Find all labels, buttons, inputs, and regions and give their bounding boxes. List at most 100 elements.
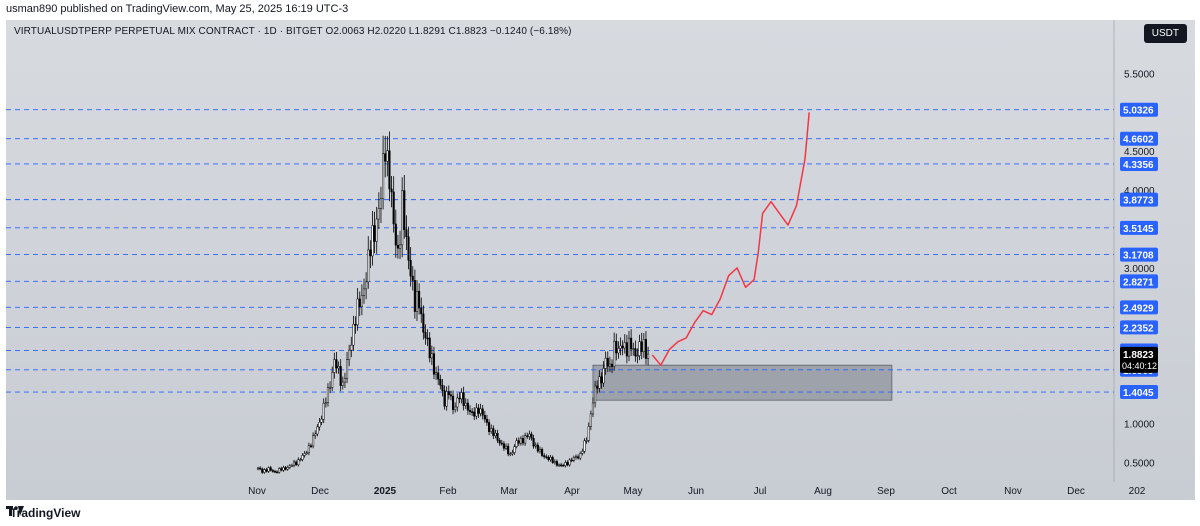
candle-body bbox=[314, 433, 317, 436]
candle-body bbox=[263, 469, 266, 473]
candle-body bbox=[362, 288, 366, 296]
candle-body bbox=[562, 464, 565, 467]
chart-canvas[interactable]: 5.5000 4.5000 4.0000 3.0000 1.0000 0.5000 5.03… bbox=[6, 20, 1195, 500]
candle-body bbox=[600, 376, 603, 384]
candle-body bbox=[420, 307, 423, 315]
chart-pane[interactable]: 5.5000 4.5000 4.0000 3.0000 1.0000 0.5000 5.03… bbox=[6, 20, 1195, 500]
y-tick-label: 5.5000 bbox=[1124, 69, 1155, 80]
candle-body bbox=[471, 411, 474, 413]
candle-body bbox=[553, 461, 556, 463]
candle-body bbox=[371, 225, 374, 257]
level-label: 1.4045 bbox=[1123, 388, 1154, 399]
candle-body bbox=[280, 468, 283, 471]
candle-body bbox=[479, 408, 482, 414]
candle-body bbox=[638, 341, 641, 356]
candle-body bbox=[507, 445, 510, 455]
footer: TradingView bbox=[6, 506, 80, 520]
candle-body bbox=[337, 366, 340, 369]
candle-body bbox=[488, 422, 491, 432]
candle-body bbox=[538, 449, 542, 452]
candle-body bbox=[502, 443, 505, 449]
candle-body bbox=[305, 452, 308, 455]
level-label: 2.2352 bbox=[1123, 323, 1154, 334]
candle-body bbox=[309, 445, 313, 447]
candle-body bbox=[441, 385, 444, 392]
candle-body bbox=[560, 464, 563, 467]
candle-body bbox=[326, 387, 330, 403]
demand-zone bbox=[592, 364, 893, 401]
candle-body bbox=[267, 467, 270, 472]
candle-body bbox=[312, 435, 315, 447]
y-tick-label: 0.5000 bbox=[1124, 458, 1155, 469]
candle-body bbox=[284, 467, 287, 470]
level-label-bg bbox=[1120, 156, 1158, 171]
candle-body bbox=[335, 359, 338, 369]
x-tick-label: Jun bbox=[688, 486, 704, 497]
candle-body bbox=[403, 190, 406, 230]
candle-body bbox=[375, 218, 378, 242]
candle-body bbox=[617, 348, 620, 354]
candle-body bbox=[435, 372, 438, 375]
level-label-bg bbox=[1120, 274, 1158, 289]
level-label-bg bbox=[1120, 102, 1158, 117]
y-tick-label: 3.0000 bbox=[1124, 264, 1155, 275]
candle-body bbox=[432, 353, 436, 375]
candle-body bbox=[265, 469, 268, 472]
candle-body bbox=[447, 391, 450, 395]
candle-body bbox=[386, 150, 389, 162]
y-tick-label: 4.5000 bbox=[1124, 147, 1155, 158]
candle-body bbox=[382, 153, 385, 200]
candle-body bbox=[299, 459, 302, 461]
candle-body bbox=[500, 442, 503, 445]
candle-body bbox=[449, 394, 452, 397]
candle-body bbox=[551, 456, 554, 463]
candle-body bbox=[636, 355, 639, 357]
candle-body bbox=[451, 395, 455, 410]
candle-body bbox=[322, 402, 325, 420]
candle-body bbox=[292, 461, 296, 466]
candle-body bbox=[439, 378, 442, 386]
candle-body bbox=[496, 433, 499, 441]
candle-body bbox=[392, 191, 395, 225]
candle-body bbox=[460, 392, 463, 400]
currency-button[interactable]: USDT bbox=[1143, 24, 1187, 43]
candle-body bbox=[458, 397, 461, 400]
candle-body bbox=[295, 461, 298, 466]
candle-body bbox=[454, 406, 457, 410]
x-tick-label: Nov bbox=[248, 486, 266, 497]
x-tick-label: Dec bbox=[311, 486, 329, 497]
x-tick-label: Nov bbox=[1004, 486, 1022, 497]
candle-body bbox=[354, 324, 357, 326]
projection-path bbox=[651, 112, 810, 366]
candle-body bbox=[418, 290, 421, 309]
footer-brand[interactable]: TradingView bbox=[10, 506, 81, 520]
candle-body bbox=[290, 465, 293, 467]
candle-body bbox=[437, 372, 440, 380]
candle-body bbox=[579, 453, 582, 459]
candle-body bbox=[644, 339, 648, 359]
level-label: 2.4929 bbox=[1123, 303, 1154, 314]
symbol-info: VIRTUALUSDTPERP PERPETUAL MIX CONTRACT ·… bbox=[14, 26, 572, 37]
candle-body bbox=[632, 348, 635, 350]
candle-body bbox=[343, 378, 346, 383]
candle-body bbox=[424, 332, 427, 339]
candle-body bbox=[426, 337, 429, 340]
candle-body bbox=[407, 236, 410, 261]
candle-body bbox=[301, 455, 304, 460]
candle-body bbox=[259, 467, 262, 470]
candle-body bbox=[271, 470, 274, 472]
candle-body bbox=[494, 433, 497, 436]
candle-body bbox=[477, 407, 480, 414]
candle-body bbox=[640, 341, 643, 353]
candle-body bbox=[345, 359, 349, 379]
candle-body bbox=[303, 453, 306, 456]
candle-body bbox=[581, 451, 584, 454]
candle-body bbox=[490, 428, 493, 432]
candle-body bbox=[577, 456, 580, 459]
current-price-label: 1.8823 bbox=[1123, 350, 1154, 361]
candle-body bbox=[475, 407, 478, 417]
x-tick-label: Oct bbox=[941, 486, 957, 497]
level-label: 3.8773 bbox=[1123, 196, 1154, 207]
x-tick-label: Feb bbox=[439, 486, 457, 497]
level-label: 3.5145 bbox=[1123, 224, 1154, 235]
